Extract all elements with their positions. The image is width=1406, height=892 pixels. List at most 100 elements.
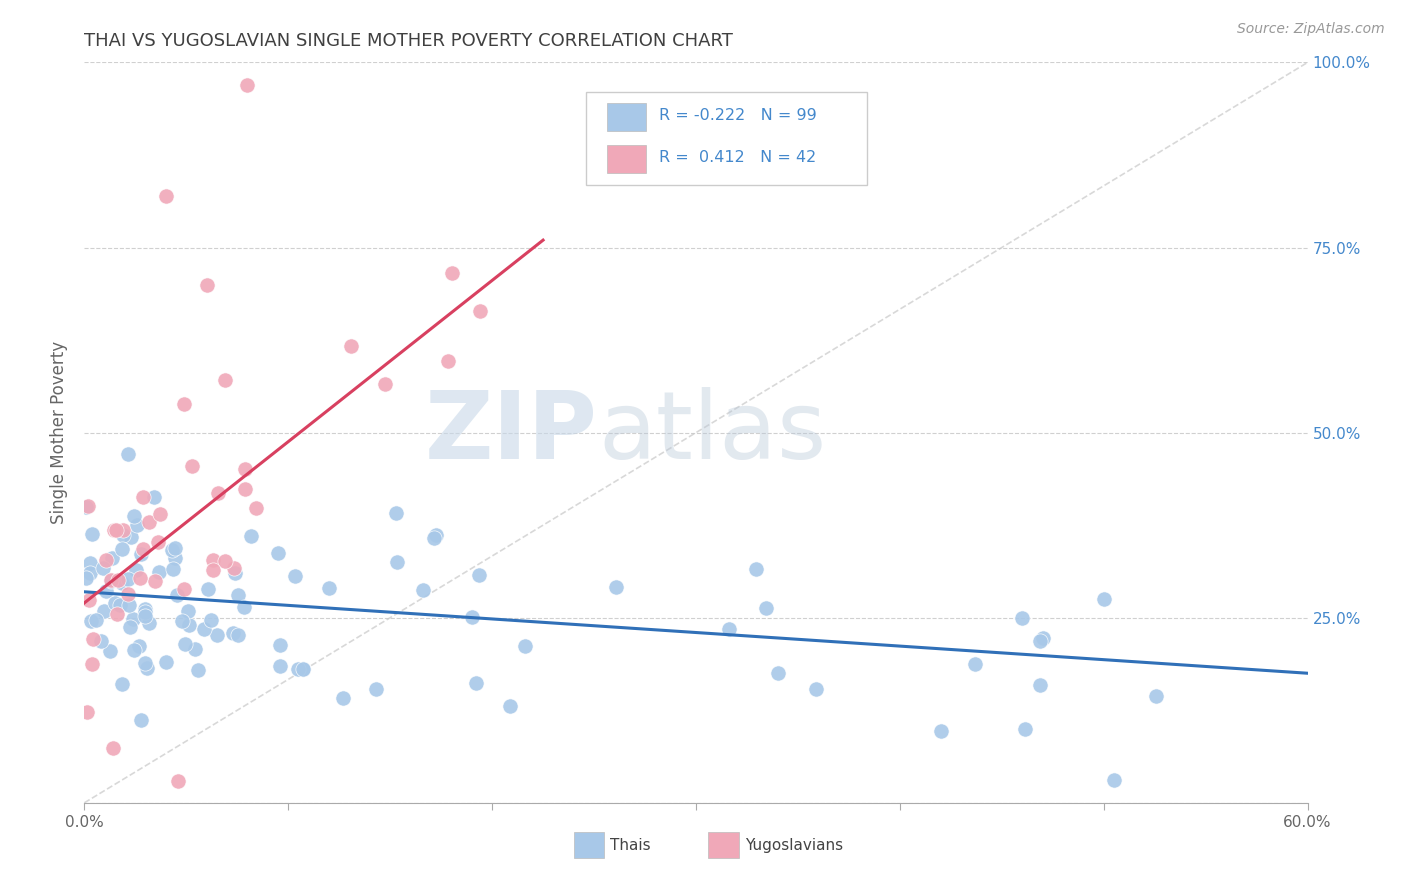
Point: [80, 657, 103, 671]
Point: [162, 562, 184, 576]
Bar: [606, 103, 645, 131]
Point: [75, 500, 97, 515]
Point: [155, 188, 177, 202]
Point: [82, 526, 104, 541]
Point: [228, 588, 250, 602]
Point: [160, 542, 183, 557]
Point: [177, 604, 200, 618]
Point: [202, 563, 225, 577]
Bar: [709, 832, 738, 858]
Point: [965, 657, 987, 672]
Point: [129, 571, 152, 585]
Point: [183, 641, 205, 656]
Point: [318, 581, 340, 595]
Point: [82, 632, 104, 646]
Text: ZIP: ZIP: [425, 386, 598, 479]
Point: [77, 499, 100, 513]
Point: [437, 354, 460, 368]
Point: [107, 573, 129, 587]
Point: [148, 565, 170, 579]
Point: [755, 600, 778, 615]
FancyBboxPatch shape: [586, 92, 868, 185]
Point: [93, 604, 115, 618]
Point: [94, 552, 117, 566]
Point: [1144, 690, 1167, 704]
Point: [461, 610, 484, 624]
Point: [187, 663, 209, 677]
Point: [292, 662, 315, 676]
Point: [75, 571, 97, 585]
Point: [138, 515, 160, 529]
Point: [468, 568, 491, 582]
Point: [136, 661, 159, 675]
Point: [146, 534, 169, 549]
Point: [266, 546, 288, 560]
Point: [101, 741, 124, 756]
Point: [374, 377, 396, 392]
Point: [468, 303, 491, 318]
Point: [245, 500, 267, 515]
Point: [122, 612, 145, 626]
Point: [118, 598, 141, 612]
Point: [214, 373, 236, 387]
Point: [1032, 632, 1054, 646]
Point: [170, 614, 193, 628]
Point: [101, 550, 124, 565]
Point: [112, 527, 135, 541]
Point: [1029, 634, 1052, 648]
Point: [112, 524, 135, 538]
Point: [128, 639, 150, 653]
Y-axis label: Single Mother Poverty: Single Mother Poverty: [51, 341, 69, 524]
Point: [90, 634, 112, 648]
Point: [155, 655, 177, 669]
Point: [134, 656, 156, 670]
Text: Source: ZipAtlas.com: Source: ZipAtlas.com: [1237, 22, 1385, 37]
Point: [142, 491, 165, 505]
Point: [84, 613, 107, 627]
Point: [143, 574, 166, 588]
Point: [766, 665, 789, 680]
Point: [1014, 722, 1036, 736]
Point: [166, 588, 188, 602]
Point: [513, 639, 536, 653]
Point: [929, 723, 952, 738]
Point: [98, 644, 121, 658]
Point: [149, 507, 172, 521]
Point: [129, 713, 152, 727]
Point: [76, 705, 98, 719]
Point: [202, 553, 225, 567]
Point: [80, 614, 103, 628]
Point: [332, 691, 354, 706]
Bar: [606, 145, 645, 173]
Text: R =  0.412   N = 42: R = 0.412 N = 42: [659, 151, 817, 165]
Point: [228, 627, 250, 641]
Point: [127, 518, 149, 533]
Point: [214, 554, 236, 568]
Point: [1092, 592, 1115, 607]
Bar: [574, 832, 605, 858]
Point: [174, 637, 197, 651]
Point: [412, 582, 434, 597]
Point: [125, 563, 148, 577]
Point: [124, 508, 146, 523]
Point: [138, 615, 160, 630]
Point: [441, 266, 464, 280]
Point: [1028, 677, 1050, 691]
Point: [103, 523, 125, 537]
Text: Thais: Thais: [610, 838, 651, 854]
Point: [79, 566, 101, 580]
Point: [224, 566, 246, 580]
Point: [111, 576, 134, 591]
Point: [1011, 611, 1033, 625]
Point: [240, 529, 263, 543]
Point: [284, 568, 307, 582]
Point: [464, 676, 486, 690]
Point: [181, 459, 204, 474]
Point: [129, 547, 152, 561]
Point: [233, 461, 256, 475]
Point: [804, 681, 827, 696]
Point: [499, 698, 522, 713]
Point: [107, 607, 129, 621]
Point: [197, 582, 219, 597]
Point: [193, 622, 215, 636]
